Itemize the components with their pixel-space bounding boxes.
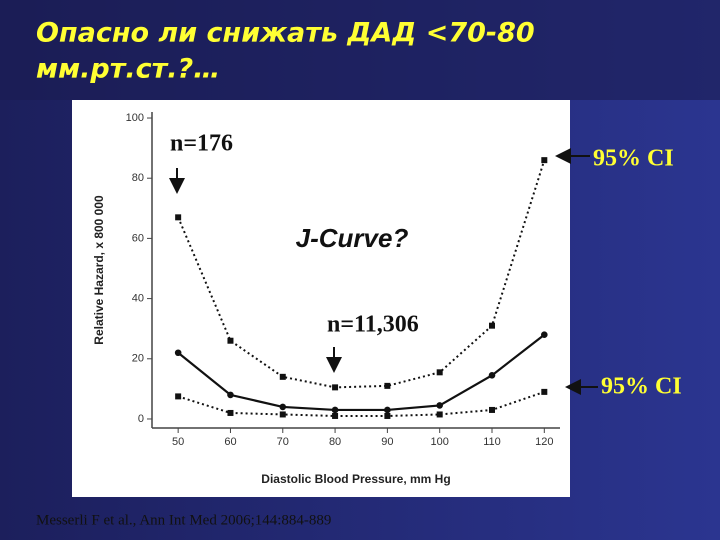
x-tick-label: 90	[381, 436, 393, 448]
point	[279, 403, 287, 411]
x-tick-label: 100	[431, 436, 449, 448]
y-tick-label: 40	[132, 292, 144, 304]
slide-title: мм.рт.ст.?…	[36, 54, 220, 85]
point	[436, 369, 443, 376]
y-tick-label: 80	[132, 172, 144, 184]
x-tick-label: 50	[172, 436, 184, 448]
point	[436, 411, 443, 418]
slide-title: Опасно ли снижать ДАД <70-80	[36, 18, 535, 49]
y-tick-label: 100	[126, 112, 144, 124]
annotation: 95% CI	[593, 146, 674, 172]
annotation: n=176	[170, 131, 233, 157]
x-tick-label: 80	[329, 436, 341, 448]
point	[279, 373, 286, 380]
series-line	[177, 159, 546, 389]
point	[175, 214, 182, 221]
x-tick-label: 70	[277, 436, 289, 448]
plot: 0 20 40 60 80 100 50 60 70 80 90 100 110 120 Diastolic…	[92, 112, 560, 486]
y-tick-label: 0	[138, 413, 144, 425]
point	[331, 406, 339, 414]
point	[227, 391, 234, 399]
y-tick-label: 60	[132, 232, 144, 244]
title-band	[0, 0, 720, 100]
x-axis-label: Diastolic Blood Pressure, mm Hg	[261, 472, 450, 486]
point	[279, 411, 286, 418]
point	[489, 406, 495, 413]
y-tick-label: 20	[132, 353, 144, 365]
series-line	[177, 333, 545, 412]
x-tick-label: 120	[535, 436, 553, 448]
point	[436, 402, 443, 409]
point	[488, 372, 496, 379]
point	[227, 337, 234, 344]
y-axis-label: Relative Hazard, x 800 000	[92, 195, 106, 345]
annotation: n=11,306	[327, 312, 419, 338]
series-line	[177, 390, 545, 417]
point	[332, 384, 339, 391]
point	[332, 412, 339, 419]
point	[489, 322, 495, 329]
chart-panel	[72, 100, 570, 497]
x-tick-label: 110	[483, 436, 501, 448]
point	[541, 157, 548, 164]
point	[175, 393, 182, 400]
citation: Messerli F et al., Ann Int Med 2006;144:…	[36, 512, 331, 528]
point	[384, 382, 391, 389]
annotation: J-Curve?	[296, 223, 409, 253]
point	[541, 388, 548, 395]
point	[384, 406, 391, 414]
annotation: 95% CI	[601, 374, 682, 400]
point	[174, 349, 182, 357]
point	[541, 331, 548, 339]
point	[384, 412, 391, 419]
x-tick-label: 60	[224, 436, 236, 448]
point	[227, 409, 234, 416]
